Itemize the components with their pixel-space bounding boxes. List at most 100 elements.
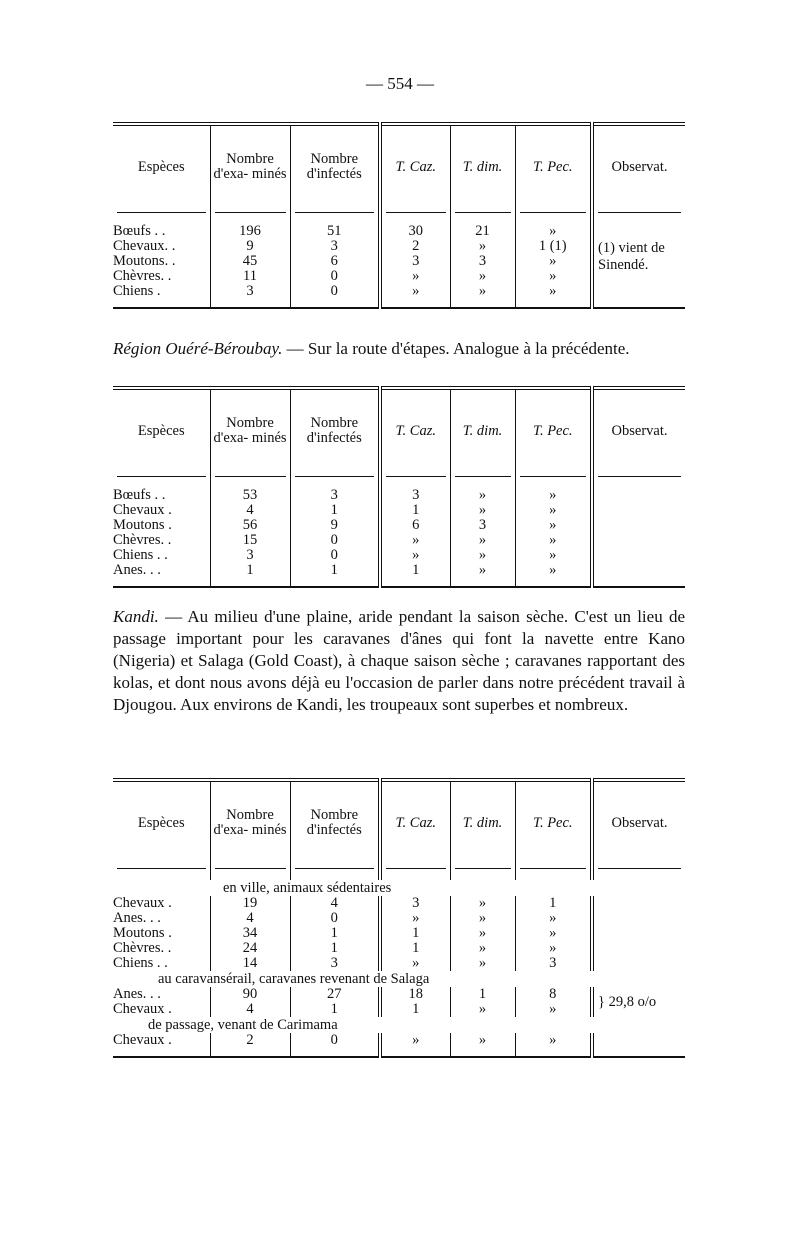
- examines-cell: 56: [209, 518, 290, 533]
- table-row: Moutons . 34 1 1 » »: [113, 926, 685, 941]
- tcaz-cell: 1: [378, 926, 450, 941]
- tpec-cell: »: [514, 503, 592, 518]
- tcaz-cell: »: [378, 548, 450, 563]
- header-especes: Espèces: [137, 422, 185, 439]
- examines-cell: 4: [209, 911, 290, 926]
- examines-cell: 2: [209, 1033, 290, 1048]
- tpec-cell: 1 (1): [514, 239, 592, 254]
- table-kandi: Espèces Nombre d'exa- minés Nombre d'inf…: [113, 778, 685, 1059]
- examines-cell: 196: [209, 224, 290, 239]
- group2-observation: } 29,8 o/o: [590, 987, 685, 1017]
- table-row: Chèvres. . 11 0 » » »: [113, 269, 685, 284]
- infectes-cell: 3: [289, 239, 380, 254]
- table-row: Chiens . . 3 0 » » »: [113, 548, 685, 563]
- header-tcaz: T. Caz.: [378, 124, 450, 208]
- infectes-cell: 3: [289, 956, 380, 971]
- species-cell: Chevaux .: [113, 502, 172, 518]
- kandi-text: — Au milieu d'une plaine, aride pendant …: [113, 607, 685, 714]
- species-cell: Chevaux .: [113, 1032, 172, 1048]
- tdim-cell: »: [449, 911, 515, 926]
- table-row: Chiens . 3 0 » » »: [113, 284, 685, 299]
- species-cell: Anes. . .: [113, 562, 161, 578]
- infectes-cell: 9: [289, 518, 380, 533]
- tdim-cell: »: [449, 1002, 515, 1017]
- tpec-cell: 3: [514, 956, 592, 971]
- tpec-cell: »: [514, 224, 592, 239]
- table-row: Chevaux . 19 4 3 » 1: [113, 896, 685, 911]
- table-row: Chevaux . 4 1 1 » »: [113, 1002, 685, 1017]
- header-tpec: T. Pec.: [514, 780, 592, 864]
- tpec-cell: »: [514, 548, 592, 563]
- species-cell: Moutons .: [113, 925, 172, 941]
- tdim-cell: »: [449, 563, 515, 578]
- tdim-cell: »: [449, 896, 515, 911]
- tpec-cell: »: [514, 269, 592, 284]
- tpec-cell: »: [514, 533, 592, 548]
- header-tdim: T. dim.: [449, 388, 515, 472]
- tdim-cell: »: [449, 533, 515, 548]
- header-examines: Nombre d'exa- minés: [209, 388, 290, 472]
- table-row: Bœufs . . 196 51 30 21 » (1) vient de Si…: [113, 224, 685, 299]
- infectes-cell: 0: [289, 1033, 380, 1048]
- examines-cell: 19: [209, 896, 290, 911]
- infectes-cell: 1: [289, 926, 380, 941]
- table-region-2: Espèces Nombre d'exa- minés Nombre d'inf…: [113, 386, 685, 589]
- header-tpec: T. Pec.: [514, 124, 592, 208]
- paragraph-region: Région Ouéré-Béroubay. — Sur la route d'…: [113, 338, 685, 360]
- header-examines: Nombre d'exa- minés: [209, 780, 290, 864]
- tcaz-cell: »: [378, 911, 450, 926]
- infectes-cell: 0: [289, 548, 380, 563]
- tcaz-cell: 18: [378, 987, 450, 1002]
- tpec-cell: »: [514, 488, 592, 503]
- table-row: Anes. . . 1 1 1 » »: [113, 563, 685, 578]
- tcaz-cell: 1: [378, 1002, 450, 1017]
- tpec-cell: »: [514, 518, 592, 533]
- table-row: Chevaux. . 9 3 2 » 1 (1): [113, 239, 685, 254]
- place-name: Kandi.: [113, 607, 159, 626]
- tcaz-cell: »: [378, 269, 450, 284]
- table-row: Chevaux . 4 1 1 » »: [113, 503, 685, 518]
- tcaz-cell: 1: [378, 503, 450, 518]
- tcaz-cell: 1: [378, 941, 450, 956]
- header-infectes: Nombre d'infectés: [289, 388, 380, 472]
- tdim-cell: »: [449, 926, 515, 941]
- header-tdim: T. dim.: [449, 124, 515, 208]
- infectes-cell: 0: [289, 911, 380, 926]
- infectes-cell: 4: [289, 896, 380, 911]
- infectes-cell: 1: [289, 1002, 380, 1017]
- tcaz-cell: »: [378, 1033, 450, 1048]
- species-cell: Chèvres. .: [113, 940, 172, 956]
- species-cell: Anes. . .: [113, 986, 161, 1002]
- examines-cell: 15: [209, 533, 290, 548]
- tcaz-cell: »: [378, 284, 450, 299]
- header-tpec: T. Pec.: [514, 388, 592, 472]
- tpec-cell: »: [514, 254, 592, 269]
- table-row: Chevaux . 2 0 » » »: [113, 1033, 685, 1048]
- header-observat: Observat.: [590, 780, 685, 864]
- header-infectes: Nombre d'infectés: [289, 124, 380, 208]
- table-row: Bœufs . . 53 3 3 » »: [113, 488, 685, 503]
- tcaz-cell: 3: [378, 896, 450, 911]
- tpec-cell: »: [514, 284, 592, 299]
- species-cell: Chiens . .: [113, 955, 168, 971]
- examines-cell: 3: [209, 284, 290, 299]
- tdim-cell: 1: [449, 987, 515, 1002]
- examines-cell: 9: [209, 239, 290, 254]
- table-row: Anes. . . 4 0 » » »: [113, 911, 685, 926]
- tdim-cell: 21: [449, 224, 515, 239]
- paragraph-kandi: Kandi. — Au milieu d'une plaine, aride p…: [113, 606, 685, 716]
- species-cell: Chèvres. .: [113, 268, 172, 284]
- header-observat: Observat.: [590, 124, 685, 208]
- tcaz-cell: 3: [378, 254, 450, 269]
- table-row: Chèvres. . 15 0 » » »: [113, 533, 685, 548]
- table-row: Chiens . . 14 3 » » 3: [113, 956, 685, 971]
- examines-cell: 3: [209, 548, 290, 563]
- tpec-cell: »: [514, 926, 592, 941]
- examines-cell: 4: [209, 503, 290, 518]
- infectes-cell: 1: [289, 563, 380, 578]
- tcaz-cell: »: [378, 956, 450, 971]
- examines-cell: 24: [209, 941, 290, 956]
- examines-cell: 14: [209, 956, 290, 971]
- tpec-cell: »: [514, 911, 592, 926]
- group-label: en ville, animaux sédentaires: [223, 879, 392, 896]
